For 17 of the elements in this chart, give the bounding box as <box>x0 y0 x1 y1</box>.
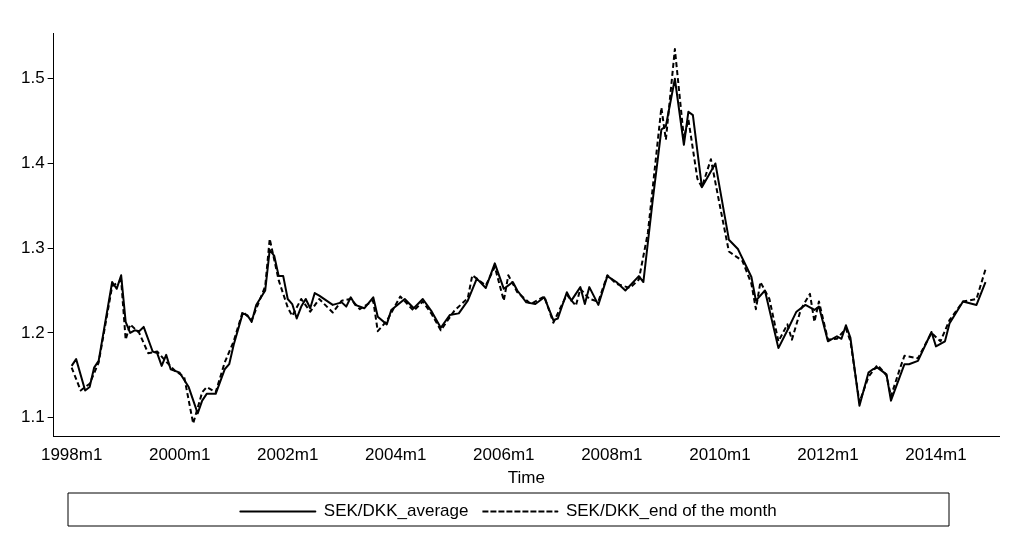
x-tick-label: 2008m1 <box>581 445 643 465</box>
legend-label: SEK/DKK_end of the month <box>565 501 777 521</box>
x-tick-label: 2002m1 <box>257 445 319 465</box>
x-tick-label: 2000m1 <box>148 445 211 465</box>
y-tick-label: 1.4 <box>20 153 45 173</box>
y-tick-label: 1.1 <box>20 407 45 427</box>
x-axis-title: Time <box>507 468 545 488</box>
x-tick-label: 2010m1 <box>689 445 751 465</box>
legend-label: SEK/DKK_average <box>323 501 469 521</box>
y-tick-label: 1.5 <box>20 68 45 88</box>
x-tick-label: 2012m1 <box>797 445 859 465</box>
x-tick-label: 2014m1 <box>905 445 967 465</box>
y-tick-label: 1.2 <box>20 322 45 342</box>
x-tick-label: 2006m1 <box>473 445 535 465</box>
x-tick-label: 1998m1 <box>40 445 103 465</box>
y-tick-label: 1.3 <box>20 237 45 257</box>
x-tick-label: 2004m1 <box>365 445 427 465</box>
